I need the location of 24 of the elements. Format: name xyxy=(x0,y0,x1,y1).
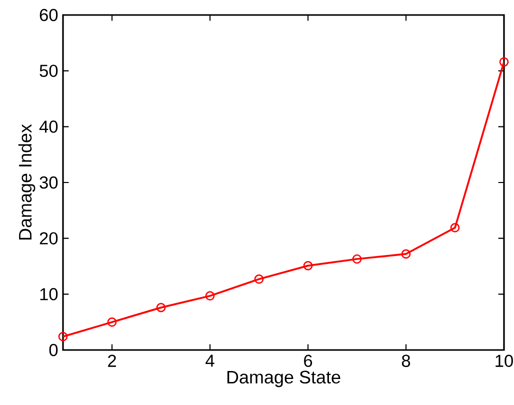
point xyxy=(352,254,362,264)
point xyxy=(401,249,411,259)
point xyxy=(58,332,68,342)
point xyxy=(303,261,313,270)
x-axis-title: Damage State xyxy=(227,370,340,388)
y-tick-label: 10 xyxy=(40,288,58,300)
point xyxy=(107,317,117,327)
x-tick-label: 10 xyxy=(496,354,513,367)
point xyxy=(156,302,166,312)
point xyxy=(450,223,460,232)
y-tick-label: 40 xyxy=(39,120,58,133)
point xyxy=(254,274,264,284)
x-tick-label: 8 xyxy=(402,354,410,367)
x-tick-label: 2 xyxy=(108,354,116,367)
x-tick-label: 4 xyxy=(206,354,214,367)
x-tick-label: 6 xyxy=(304,354,312,367)
point xyxy=(499,57,509,67)
y-tick-label: 0 xyxy=(49,344,58,356)
point xyxy=(205,291,215,301)
y-axis-title: Damage Index xyxy=(18,124,36,240)
y-tick-label: 50 xyxy=(40,64,58,77)
y-tick-label: 20 xyxy=(40,232,58,244)
y-tick-label: 30 xyxy=(40,176,58,189)
y-tick-label: 60 xyxy=(40,8,58,22)
